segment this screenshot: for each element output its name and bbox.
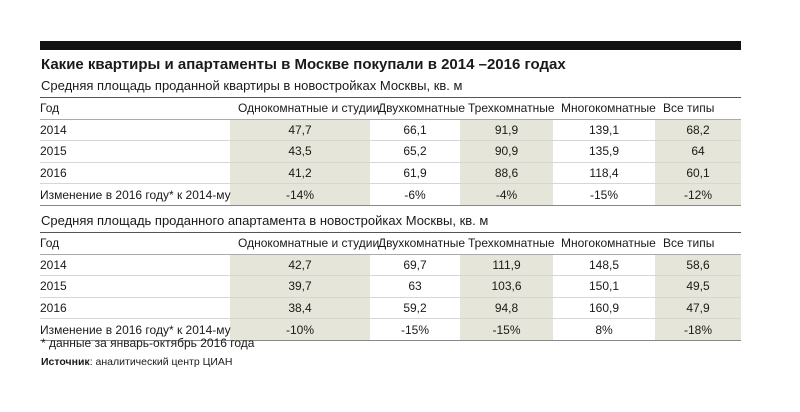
cell-value: 118,4 [589,166,619,181]
service-apartments-table: Год Однокомнатные и студии Двухкомнатные… [40,232,741,341]
header-studio: Однокомнатные и студии [238,101,380,116]
header-three-room: Трехкомнатные [468,236,555,251]
table-row: 2014 47,7 66,1 91,9 139,1 68,2 [40,119,741,141]
table-header-row: Год Однокомнатные и студии Двухкомнатные… [40,97,741,120]
cell-value: 148,5 [588,257,620,272]
cell-value: 139,1 [588,122,620,137]
apartments-service-table-subtitle: Средняя площадь проданного апартамента в… [41,213,489,228]
header-all-types: Все типы [663,236,715,251]
cell-value: 43,5 [230,140,370,163]
cell-value: 65,2 [403,144,427,159]
source-line: Источник: аналитический центр ЦИАН [41,356,232,368]
cell-value: 90,9 [460,140,553,163]
apartments-table-subtitle: Средняя площадь проданной квартиры в нов… [41,78,463,93]
apartments-table: Год Однокомнатные и студии Двухкомнатные… [40,97,741,206]
row-label: 2016 [40,166,67,181]
header-studio: Однокомнатные и студии [238,236,380,251]
row-label: Изменение в 2016 году* к 2014-му [40,187,231,202]
row-label: 2015 [40,144,67,159]
cell-value: -15% [400,322,429,337]
cell-value: 61,9 [403,166,427,181]
row-label: 2016 [40,301,67,316]
row-label: 2015 [40,279,67,294]
source-text: : аналитический центр ЦИАН [89,356,233,368]
page-title: Какие квартиры и апартаменты в Москве по… [41,56,566,73]
cell-value: 41,2 [230,162,370,184]
cell-value: -14% [230,183,370,206]
header-two-room: Двухкомнатные [378,236,466,251]
header-multi-room: Многокомнатные [561,236,656,251]
cell-value: 91,9 [460,119,553,141]
row-label: 2014 [40,257,67,272]
cell-value: -15% [589,187,618,202]
table-row: 2014 42,7 69,7 111,9 148,5 58,6 [40,254,741,276]
header-year: Год [40,101,60,116]
table-row: 2016 41,2 61,9 88,6 118,4 60,1 [40,162,741,184]
cell-value: 49,5 [655,275,741,298]
cell-value: 111,9 [460,254,553,276]
header-multi-room: Многокомнатные [561,101,656,116]
cell-value: 88,6 [460,162,553,184]
table-row: 2015 39,7 63 103,6 150,1 49,5 [40,275,741,298]
cell-value: 42,7 [230,254,370,276]
cell-value: -18% [655,318,741,341]
cell-value: 38,4 [230,297,370,319]
cell-value: 39,7 [230,275,370,298]
cell-value: 66,1 [403,122,427,137]
cell-value: 64 [655,140,741,163]
table-row: 2015 43,5 65,2 90,9 135,9 64 [40,140,741,163]
cell-value: 63 [408,279,422,294]
cell-value: 59,2 [403,301,427,316]
cell-value: 58,6 [655,254,741,276]
cell-value: 103,6 [460,275,553,298]
cell-value: 135,9 [588,144,620,159]
cell-value: 47,7 [230,119,370,141]
cell-value: 47,9 [655,297,741,319]
cell-value: 94,8 [460,297,553,319]
source-label: Источник [41,356,90,368]
row-label: 2014 [40,122,67,137]
cell-value: 68,2 [655,119,741,141]
cell-value: 160,9 [588,301,620,316]
table-row: Изменение в 2016 году* к 2014-му -14% -6… [40,183,741,206]
cell-value: 150,1 [588,279,620,294]
header-all-types: Все типы [663,101,715,116]
table-header-row: Год Однокомнатные и студии Двухкомнатные… [40,232,741,255]
cell-value: -12% [655,183,741,206]
header-two-room: Двухкомнатные [378,101,466,116]
cell-value: -4% [460,183,553,206]
table-row: 2016 38,4 59,2 94,8 160,9 47,9 [40,297,741,319]
cell-value: 69,7 [403,257,427,272]
top-rule [40,41,741,50]
cell-value: -6% [404,187,426,202]
header-year: Год [40,236,60,251]
cell-value: 8% [595,322,613,337]
cell-value: -15% [460,318,553,341]
footnote: * данные за январь-октябрь 2016 года [41,336,255,350]
header-three-room: Трехкомнатные [468,101,555,116]
row-label: Изменение в 2016 году* к 2014-му [40,322,231,337]
cell-value: 60,1 [655,162,741,184]
table-row: Изменение в 2016 году* к 2014-му -10% -1… [40,318,741,341]
cell-value: -10% [230,318,370,341]
